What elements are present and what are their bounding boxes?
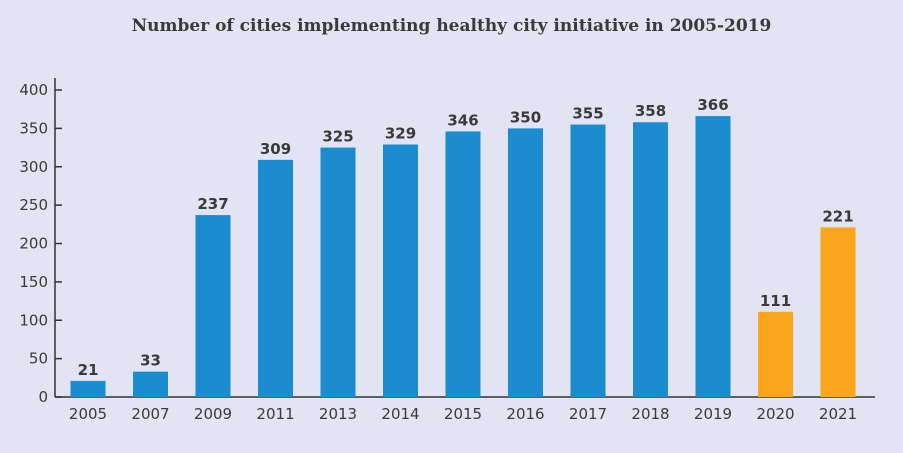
data-label-2011: 309 [260, 140, 291, 158]
data-label-2007: 33 [140, 352, 161, 370]
bar-2021 [820, 227, 856, 397]
data-label-2020: 111 [760, 292, 791, 310]
bar-2016 [508, 128, 543, 397]
data-label-2005: 21 [78, 361, 99, 379]
bar-2013 [320, 147, 356, 397]
bar-2011 [258, 159, 293, 397]
bar-2015 [445, 131, 481, 397]
y-tick-label: 300 [19, 158, 48, 176]
bar-2014 [383, 144, 418, 397]
x-tick-label: 2020 [756, 405, 794, 423]
y-tick-label: 250 [19, 196, 48, 214]
bar-2017 [570, 124, 606, 397]
x-tick-label: 2018 [631, 405, 669, 423]
data-label-2015: 346 [447, 111, 478, 129]
bar-2007 [133, 371, 168, 397]
data-label-2019: 366 [697, 96, 728, 114]
x-tick-label: 2007 [131, 405, 169, 423]
y-tick-label: 400 [19, 81, 48, 99]
data-label-2016: 350 [510, 108, 541, 126]
y-tick-label: 100 [19, 311, 48, 329]
data-label-2014: 329 [385, 124, 416, 142]
data-label-2013: 325 [322, 128, 353, 146]
x-tick-label: 2013 [319, 405, 357, 423]
x-tick-label: 2021 [819, 405, 857, 423]
y-tick-label: 0 [38, 388, 48, 406]
data-label-2018: 358 [635, 102, 666, 120]
bar-2005 [70, 380, 106, 397]
data-label-2017: 355 [572, 105, 603, 123]
x-tick-label: 2015 [444, 405, 482, 423]
x-tick-label: 2009 [194, 405, 232, 423]
x-tick-label: 2019 [694, 405, 732, 423]
data-label-2021: 221 [822, 207, 853, 225]
x-tick-label: 2016 [506, 405, 544, 423]
y-tick-label: 350 [19, 119, 48, 137]
y-tick-label: 200 [19, 235, 48, 253]
x-tick-label: 2005 [69, 405, 107, 423]
x-tick-label: 2017 [569, 405, 607, 423]
bar-2018 [633, 122, 668, 398]
y-tick-label: 50 [29, 350, 48, 368]
x-tick-label: 2014 [381, 405, 419, 423]
chart-title: Number of cities implementing healthy ci… [131, 16, 772, 36]
bar-2019 [695, 116, 731, 397]
bar-2009 [195, 215, 231, 397]
data-label-2009: 237 [197, 195, 228, 213]
y-tick-label: 150 [19, 273, 48, 291]
x-tick-label: 2011 [256, 405, 294, 423]
bar-2020 [758, 311, 793, 397]
